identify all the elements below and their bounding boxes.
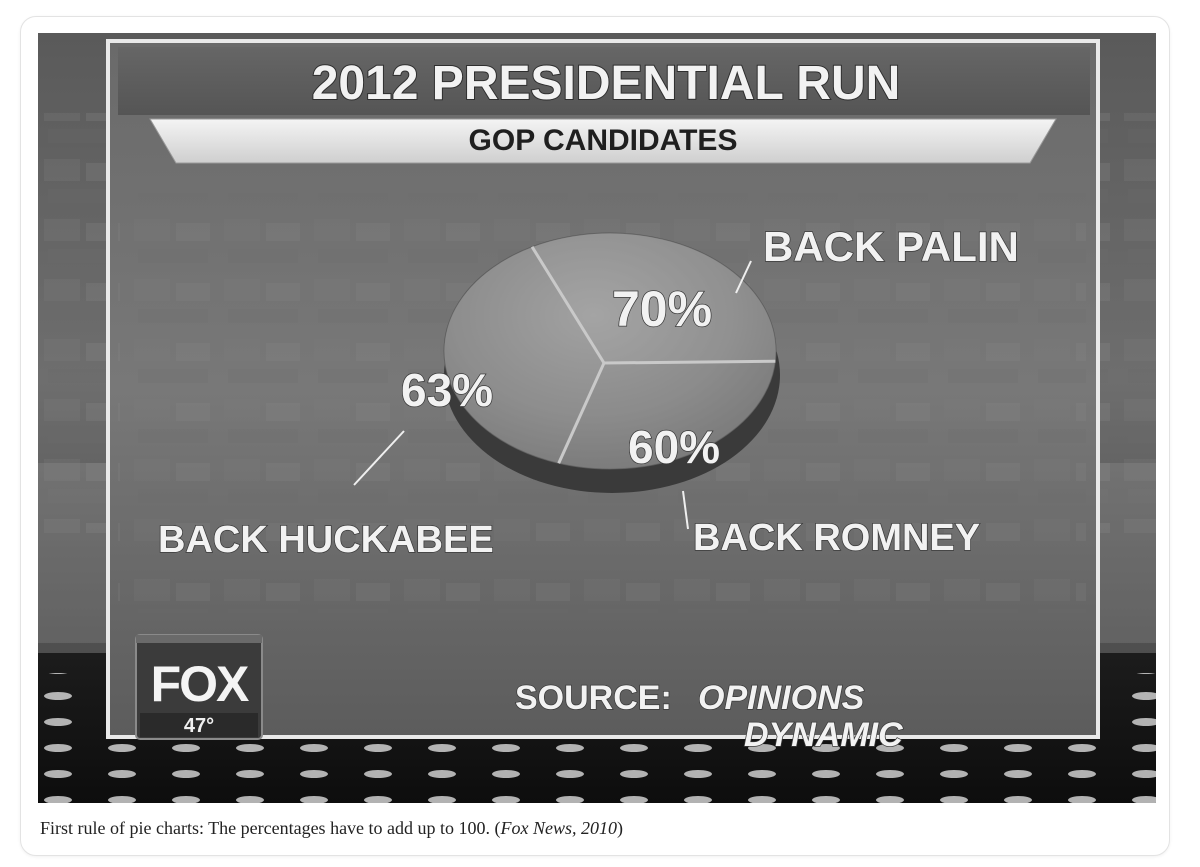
temperature: 47° xyxy=(184,715,214,737)
pie-slice-1 xyxy=(532,232,776,363)
fox-logo: FOX 47° xyxy=(135,634,263,740)
pie-divider-palin-romney xyxy=(603,359,776,365)
broadcast-graphic: 2012 PRESIDENTIAL RUN GOP CANDIDATES BAC… xyxy=(38,33,1156,803)
source-prefix: SOURCE: xyxy=(515,679,672,717)
slice-label-palin: BACK PALIN xyxy=(763,223,1019,270)
slice-value-huckabee: 63% xyxy=(401,364,493,416)
caption-text: First rule of pie charts: The percentage… xyxy=(40,818,501,838)
pie xyxy=(443,232,780,493)
figure-caption: First rule of pie charts: The percentage… xyxy=(40,818,623,839)
caption-source: Fox News, 2010 xyxy=(500,818,618,838)
source-line-1: OPINIONS xyxy=(698,679,865,717)
leader-line-huckabee xyxy=(353,430,405,486)
pie-divider-palin-huckabee xyxy=(530,246,606,364)
slice-value-palin: 70% xyxy=(612,281,712,337)
slice-label-romney: BACK ROMNEY xyxy=(693,517,980,559)
slice-value-romney: 60% xyxy=(628,421,720,473)
leader-line-palin xyxy=(735,260,752,294)
chart-subtitle: GOP CANDIDATES xyxy=(469,124,738,157)
caption-close: ) xyxy=(617,818,624,838)
leader-line-romney xyxy=(682,490,689,530)
source-line-2: DYNAMIC xyxy=(744,716,903,754)
slice-label-huckabee: BACK HUCKABEE xyxy=(158,519,494,561)
pie-divider-romney-huckabee xyxy=(557,362,606,464)
chart-image: 2012 PRESIDENTIAL RUN GOP CANDIDATES BAC… xyxy=(38,33,1156,803)
pie-slice-2 xyxy=(558,361,776,469)
fox-logo-text: FOX xyxy=(151,656,249,712)
chart-title: 2012 PRESIDENTIAL RUN xyxy=(312,57,901,110)
